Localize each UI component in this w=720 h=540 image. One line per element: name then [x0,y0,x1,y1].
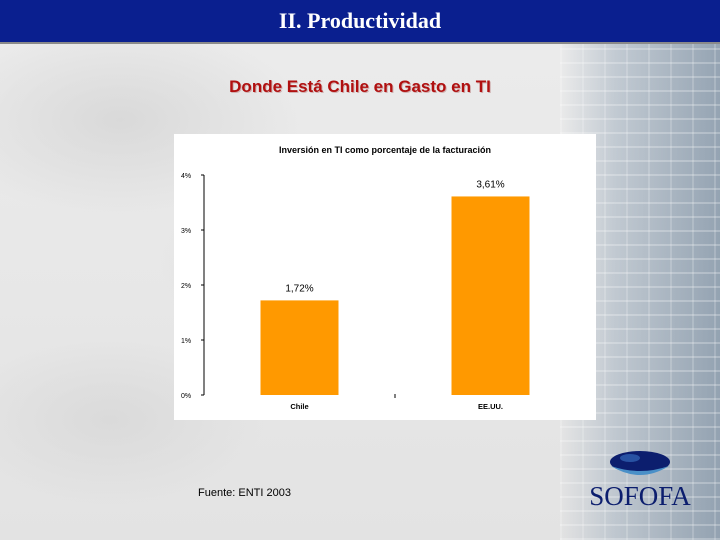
bar-chart: Inversión en TI como porcentaje de la fa… [181,145,530,411]
slide-subtitle: Donde Está Chile en Gasto en TI [229,77,491,96]
x-tick-label: Chile [290,402,308,411]
x-tick-label: EE.UU. [478,402,503,411]
chart-title: Inversión en TI como porcentaje de la fa… [279,145,491,155]
bar [451,196,530,395]
y-tick-label: 2% [181,283,191,290]
bar [260,300,339,395]
chart-axes [201,174,396,398]
sofofa-logo-icon [610,451,670,475]
y-tick-label: 4% [181,173,191,180]
y-tick-label: 1% [181,338,191,345]
chart-bars [260,196,530,395]
slide-header: II. Productividad [0,0,720,44]
slide-title: II. Productividad [278,8,442,33]
source-note: Fuente: ENTI 2003 [198,487,291,499]
bar-value-label: 3,61% [476,179,504,190]
y-tick-label: 3% [181,228,191,235]
chart-labels: 0% 1% 2% 3% 4% 1,72% Chile 3,61% EE.UU. [181,173,505,411]
chart-panel: Inversión en TI como porcentaje de la fa… [174,134,596,420]
bar-value-label: 1,72% [285,283,313,294]
y-tick-label: 0% [181,393,191,400]
logo-text: SOFOFA [589,481,691,511]
